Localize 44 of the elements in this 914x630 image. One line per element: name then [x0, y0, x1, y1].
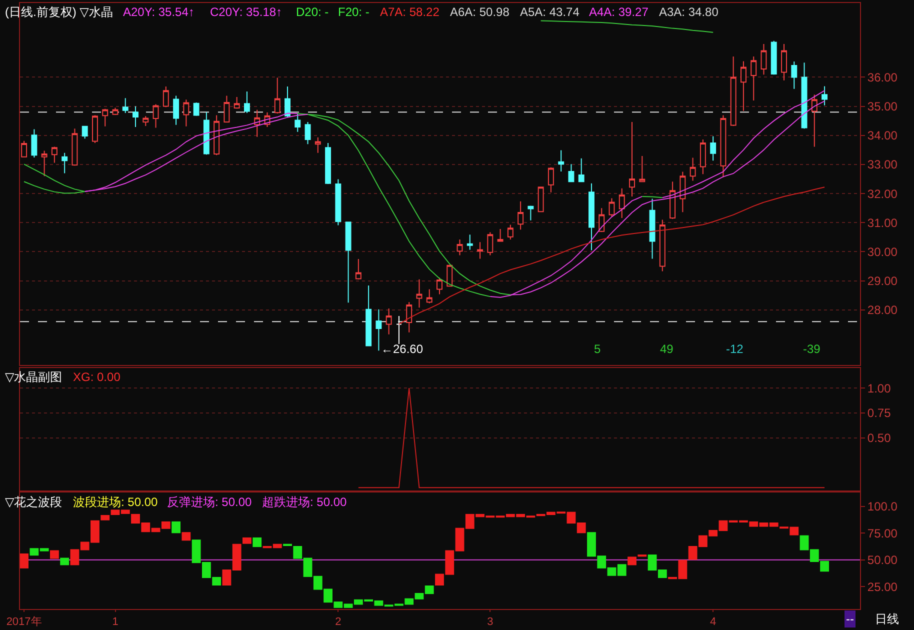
text: --	[846, 612, 854, 626]
annotation: A7A: 58.22	[380, 5, 440, 19]
annotation: 49	[660, 342, 674, 356]
annotation: A3A: 34.80	[659, 5, 719, 19]
annotation: D20: -	[296, 5, 329, 19]
x-tick-label: 4	[710, 616, 716, 628]
text: 日线	[875, 612, 899, 626]
y-tick-label: 29.00	[867, 274, 898, 288]
x-tick-label: 3	[487, 616, 494, 628]
annotation: A20Y: 35.54↑	[123, 5, 194, 19]
y-tick-label: 50.00	[867, 553, 898, 568]
chart-title: ▽花之波段	[5, 495, 62, 509]
annotation: 5	[594, 342, 601, 356]
x-tick-label: 1	[112, 616, 118, 628]
annotation: 反弹进场: 50.00	[167, 495, 252, 509]
annotation: ←26.60	[381, 342, 424, 356]
y-tick-label: 30.00	[867, 244, 898, 259]
chart-title: ▽水晶副图	[5, 370, 62, 384]
y-tick-label: 28.00	[867, 303, 898, 318]
annotation: -39	[803, 342, 821, 356]
x-tick-label: 2	[335, 616, 342, 628]
y-tick-label: 36.00	[867, 70, 898, 84]
y-tick-label: 31.00	[867, 216, 898, 230]
annotation: A4A: 39.27	[589, 5, 649, 19]
annotation: C20Y: 35.18↑	[210, 5, 282, 19]
y-tick-label: 75.00	[867, 526, 898, 540]
y-tick-label: 33.00	[867, 158, 898, 172]
annotation: 波段进场: 50.00	[73, 495, 158, 509]
x-tick-label: 2017年	[6, 616, 42, 628]
y-tick-label: 25.00	[867, 580, 898, 594]
annotation: A5A: 43.74	[520, 5, 580, 19]
annotation: XG: 0.00	[73, 370, 121, 384]
y-tick-label: 35.00	[867, 99, 898, 114]
y-tick-label: 1.00	[867, 381, 892, 396]
y-tick-label: 0.75	[867, 406, 892, 420]
annotation: -12	[726, 342, 744, 356]
chart-title: (日线.前复权) ▽水晶	[5, 5, 113, 19]
y-tick-label: 32.00	[867, 186, 898, 201]
y-tick-label: 0.50	[867, 431, 892, 446]
annotation: 超跌进场: 50.00	[262, 495, 348, 509]
annotation: F20: -	[338, 5, 370, 19]
annotation: A6A: 50.98	[450, 5, 510, 19]
y-tick-label: 34.00	[867, 128, 898, 143]
y-tick-label: 100.0	[867, 500, 898, 514]
